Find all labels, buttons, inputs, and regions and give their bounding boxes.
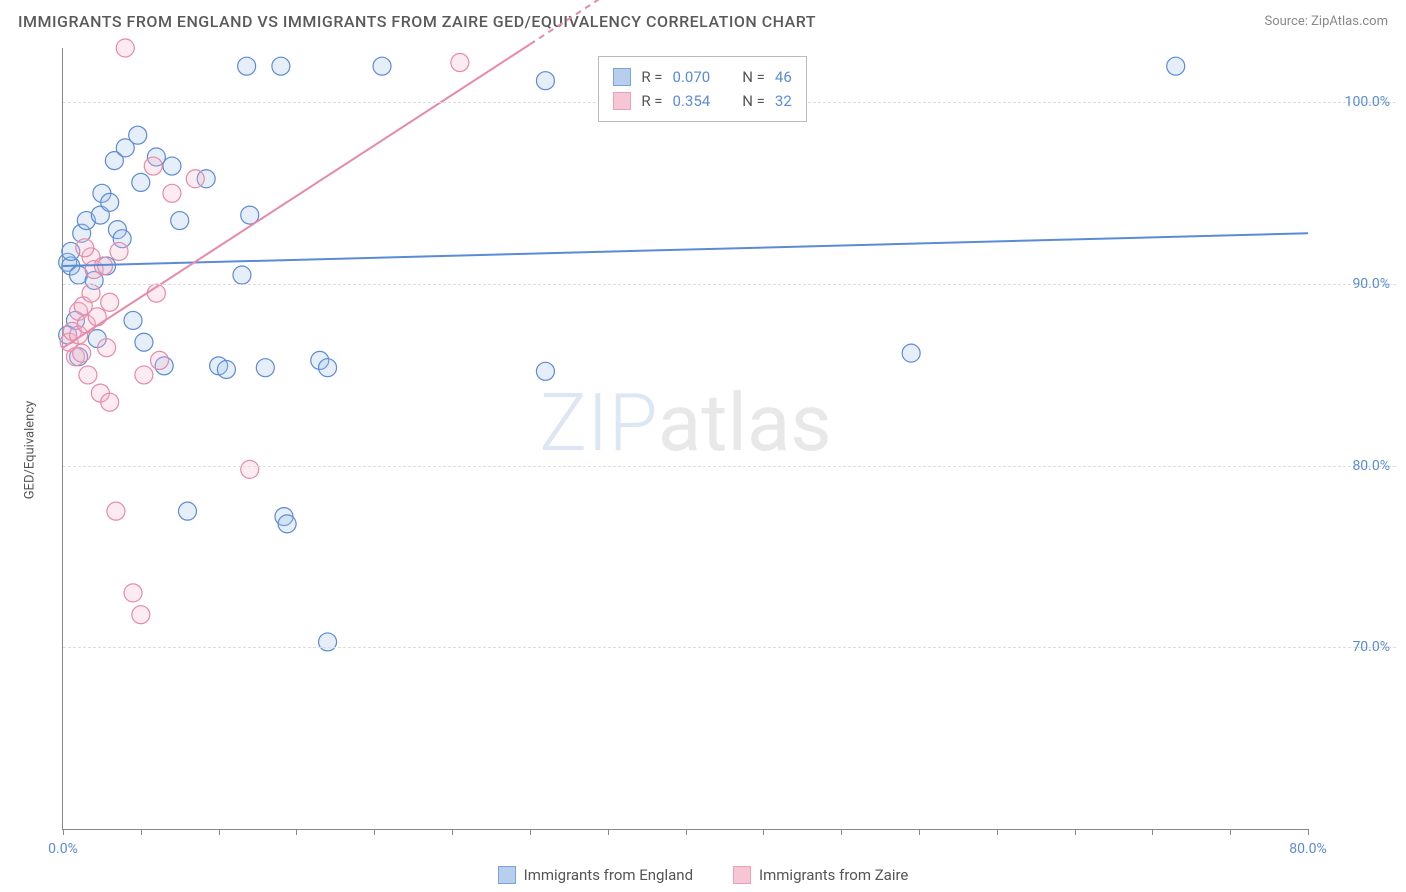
legend-swatch (613, 68, 631, 86)
data-point (1167, 57, 1185, 75)
data-point (163, 157, 181, 175)
data-point (88, 308, 106, 326)
chart-header: IMMIGRANTS FROM ENGLAND VS IMMIGRANTS FR… (0, 0, 1406, 37)
n-value: 46 (775, 65, 792, 89)
data-point (124, 584, 142, 602)
data-point (82, 284, 100, 302)
legend-swatch (733, 866, 751, 884)
plot-svg (63, 48, 1308, 829)
data-point (278, 515, 296, 533)
data-point (132, 606, 150, 624)
data-point (101, 293, 119, 311)
data-point (217, 360, 235, 378)
r-value: 0.070 (673, 65, 711, 89)
data-point (79, 366, 97, 384)
data-point (233, 266, 251, 284)
data-point (451, 54, 469, 72)
data-point (186, 170, 204, 188)
legend-label: Immigrants from Zaire (759, 866, 908, 884)
data-point (171, 212, 189, 230)
plot-area: ZIPatlas 70.0%80.0%90.0%100.0%0.0%80.0%R… (62, 48, 1308, 830)
n-label: N = (742, 65, 765, 89)
data-point (373, 57, 391, 75)
x-tick (919, 829, 920, 835)
legend-label: Immigrants from England (524, 866, 693, 884)
legend-item: Immigrants from England (498, 866, 693, 884)
gridline-h (63, 466, 1396, 467)
data-point (98, 339, 116, 357)
legend-swatch (498, 866, 516, 884)
r-value: 0.354 (673, 89, 711, 113)
x-tick (1230, 829, 1231, 835)
stats-legend-row: R = 0.070 N = 46 (613, 65, 791, 89)
gridline-h (63, 284, 1396, 285)
y-tick-label: 90.0% (1352, 276, 1390, 292)
data-point (536, 72, 554, 90)
legend-item: Immigrants from Zaire (733, 866, 908, 884)
chart-title: IMMIGRANTS FROM ENGLAND VS IMMIGRANTS FR… (18, 12, 816, 31)
x-tick (997, 829, 998, 835)
x-tick (841, 829, 842, 835)
n-value: 32 (775, 89, 792, 113)
trend-line (63, 44, 530, 347)
data-point (241, 460, 259, 478)
data-point (238, 57, 256, 75)
x-tick (63, 829, 64, 835)
x-tick (1308, 829, 1309, 835)
legend-swatch (613, 92, 631, 110)
stats-legend-row: R = 0.354 N = 32 (613, 89, 791, 113)
x-tick (763, 829, 764, 835)
bottom-legend: Immigrants from England Immigrants from Z… (0, 866, 1406, 884)
x-tick (608, 829, 609, 835)
x-tick (296, 829, 297, 835)
data-point (272, 57, 290, 75)
y-tick-label: 70.0% (1352, 639, 1390, 655)
n-label: N = (742, 89, 765, 113)
data-point (144, 157, 162, 175)
gridline-h (63, 647, 1396, 648)
y-axis-label: GED/Equivalency (23, 401, 38, 500)
data-point (110, 242, 128, 260)
data-point (536, 362, 554, 380)
data-point (135, 366, 153, 384)
data-point (135, 333, 153, 351)
data-point (319, 359, 337, 377)
r-label: R = (641, 89, 662, 113)
data-point (163, 184, 181, 202)
chart-area: GED/Equivalency ZIPatlas 70.0%80.0%90.0%… (40, 48, 1396, 852)
x-tick-label: 80.0% (1289, 841, 1327, 857)
data-point (150, 351, 168, 369)
chart-source: Source: ZipAtlas.com (1264, 14, 1388, 29)
data-point (256, 359, 274, 377)
trend-line (63, 233, 1308, 266)
data-point (76, 239, 94, 257)
data-point (129, 126, 147, 144)
data-point (101, 393, 119, 411)
data-point (179, 502, 197, 520)
data-point (101, 193, 119, 211)
y-tick-label: 100.0% (1345, 94, 1390, 110)
data-point (132, 173, 150, 191)
x-tick (1152, 829, 1153, 835)
data-point (902, 344, 920, 362)
x-tick (141, 829, 142, 835)
data-point (116, 39, 134, 57)
x-tick-label: 0.0% (48, 841, 78, 857)
data-point (124, 311, 142, 329)
x-tick (686, 829, 687, 835)
x-tick (530, 829, 531, 835)
x-tick (219, 829, 220, 835)
x-tick (374, 829, 375, 835)
data-point (107, 502, 125, 520)
y-tick-label: 80.0% (1352, 458, 1390, 474)
stats-legend: R = 0.070 N = 46 R = 0.354 N = 32 (598, 56, 806, 122)
r-label: R = (641, 65, 662, 89)
data-point (73, 344, 91, 362)
x-tick (1075, 829, 1076, 835)
x-tick (452, 829, 453, 835)
